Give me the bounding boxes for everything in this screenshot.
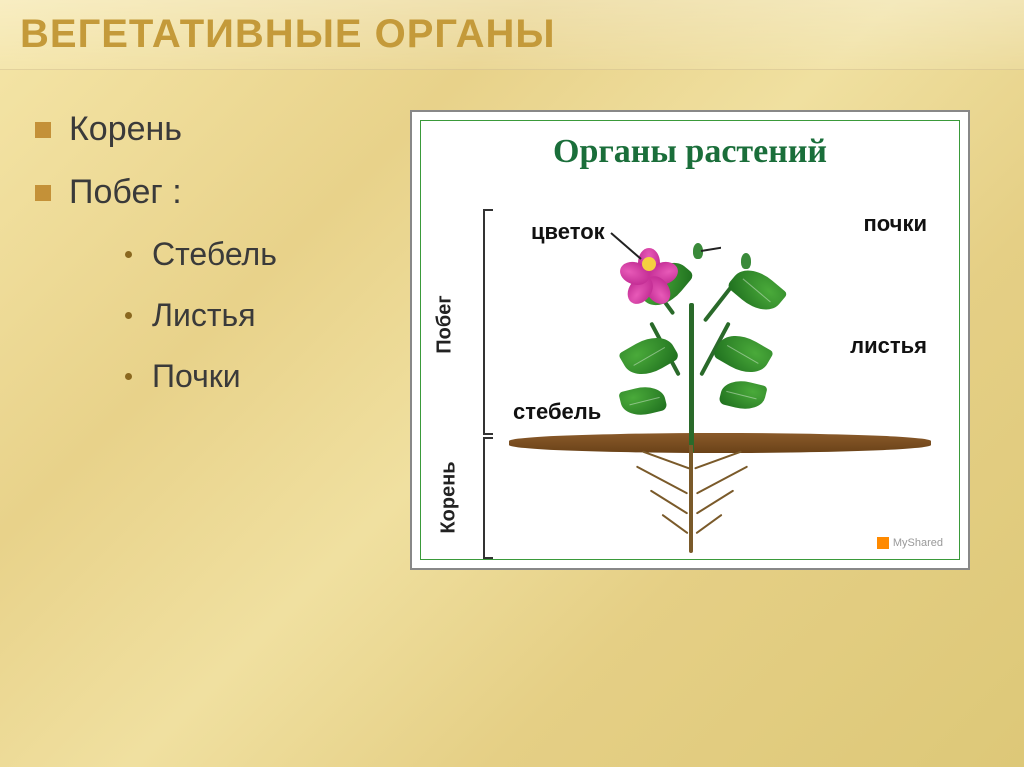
watermark: MyShared — [877, 537, 943, 549]
bullet-label: Побег : — [69, 173, 182, 212]
slide-content: Корень Побег : Стебель Листья Почки Орга… — [0, 70, 1024, 610]
plant-drawing: Побег Корень — [421, 181, 959, 559]
watermark-icon — [877, 537, 889, 549]
root-branch — [695, 514, 722, 534]
bullet-label: Листья — [152, 297, 256, 334]
root-branch — [650, 489, 688, 514]
root-main — [689, 445, 693, 553]
callout-flower: цветок — [531, 219, 605, 245]
root-branch — [696, 466, 748, 495]
diagram-title: Органы растений — [421, 121, 959, 179]
root-branch — [661, 514, 688, 534]
bullet-list: Корень Побег : Стебель Листья Почки — [20, 110, 380, 570]
bullet-dot-icon — [125, 373, 132, 380]
bullet-square-icon — [35, 185, 51, 201]
bullet-dot-icon — [125, 312, 132, 319]
bullet-sub-stem: Стебель — [125, 236, 380, 273]
root-branch — [642, 451, 690, 470]
bullet-main-shoot: Побег : — [35, 173, 380, 212]
leaf — [618, 382, 667, 420]
bracket-root — [483, 437, 493, 559]
axis-label-root: Корень — [438, 461, 461, 533]
callout-buds: почки — [864, 211, 928, 237]
title-bar: ВЕГЕТАТИВНЫЕ ОРГАНЫ — [0, 0, 1024, 70]
root-branch — [694, 451, 742, 470]
diagram-inner-border: Органы растений Побег Корень — [420, 120, 960, 560]
bullet-dot-icon — [125, 251, 132, 258]
slide-title: ВЕГЕТАТИВНЫЕ ОРГАНЫ — [0, 12, 556, 57]
bullet-sub-leaves: Листья — [125, 297, 380, 334]
leaf — [726, 260, 788, 319]
leader-lines — [421, 181, 721, 331]
soil — [509, 433, 931, 453]
bullet-label: Корень — [69, 110, 182, 149]
bullet-square-icon — [35, 122, 51, 138]
plant-diagram: Органы растений Побег Корень — [410, 110, 970, 570]
callout-leaves: листья — [850, 333, 927, 359]
leaf — [618, 328, 680, 383]
bullet-sub-buds: Почки — [125, 358, 380, 395]
bud — [741, 253, 751, 269]
bullet-main-root: Корень — [35, 110, 380, 149]
callout-stem: стебель — [513, 399, 601, 425]
root-branch — [636, 466, 688, 495]
bullet-label: Почки — [152, 358, 241, 395]
leaf — [718, 376, 767, 414]
root-branch — [696, 489, 734, 514]
watermark-text: MyShared — [893, 537, 943, 549]
bullet-label: Стебель — [152, 236, 277, 273]
